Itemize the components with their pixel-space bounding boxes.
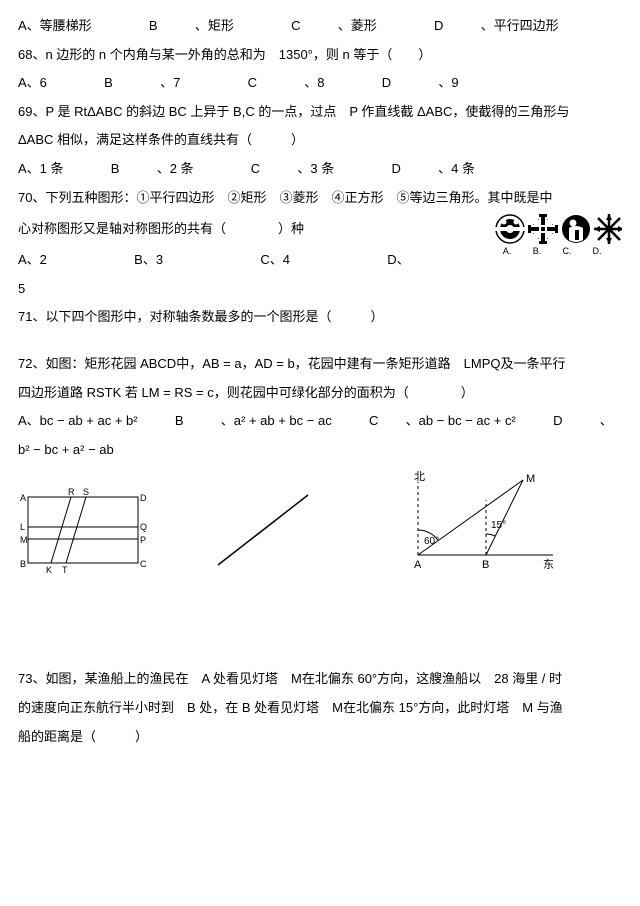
- lbl-B: B: [482, 559, 489, 571]
- q68-options: A、6 B 、7 C 、8 D 、9: [18, 69, 622, 98]
- icon-label-A: A.: [492, 242, 522, 262]
- q72-optC2: 、ab − bc − ac + c²: [406, 407, 516, 436]
- gap: [18, 332, 622, 350]
- q72-fig3: 北 东 A B M 60° 15°: [378, 470, 558, 575]
- q72-optC: C: [369, 407, 378, 436]
- q70-optA: A、2: [18, 246, 47, 275]
- q67-optC: C: [291, 12, 300, 41]
- q67-optD2: 、平行四边形: [481, 12, 559, 41]
- q70-row2: 心对称图形又是轴对称图形的共有（ ）种: [18, 212, 622, 246]
- q72-optA: A、bc − ab + ac + b²: [18, 407, 138, 436]
- q72-fig2: [208, 485, 318, 575]
- q72-optB: B: [175, 407, 184, 436]
- q68-optD: D: [382, 69, 391, 98]
- q70-optE: 5: [18, 275, 622, 304]
- q69-line1: 69、P 是 RtΔABC 的斜边 BC 上异于 B,C 的一点，过点 P 作直…: [18, 98, 622, 127]
- q69-optC: C: [251, 155, 260, 184]
- lbl-east: 东: [543, 558, 554, 571]
- q71-text: 71、以下四个图形中，对称轴条数最多的一个图形是（ ）: [18, 303, 622, 332]
- lblD: D: [140, 493, 147, 503]
- q69-options: A、1 条 B 、2 条 C 、3 条 D 、4 条: [18, 155, 622, 184]
- q69-line2: ΔABC 相似，满足这样条件的直线共有（ ）: [18, 126, 622, 155]
- q67-optA: A、等腰梯形: [18, 12, 92, 41]
- q67-optB: B: [149, 12, 158, 41]
- lbl-15: 15°: [491, 520, 506, 531]
- lblS: S: [83, 487, 89, 497]
- q70-icon-labels: A. B. C. D.: [492, 242, 622, 262]
- q72-optD: D: [553, 407, 562, 436]
- q70-options: A、2 B、3 C、4 D、 A. B. C. D.: [18, 246, 622, 275]
- q70-line2: 心对称图形又是轴对称图形的共有（ ）种: [18, 215, 492, 244]
- q68-optB: B: [104, 69, 113, 98]
- q73-line3: 船的距离是（ ）: [18, 723, 622, 752]
- q69-optB2: 、2 条: [157, 155, 194, 184]
- q72-fig1: A D B C L M Q P R S K T: [18, 485, 148, 575]
- q72-optD3: b² − bc + a² − ab: [18, 436, 622, 465]
- q68-optC: C: [248, 69, 257, 98]
- q68-text: 68、n 边形的 n 个内角与某一外角的总和为 1350°，则 n 等于（ ）: [18, 41, 622, 70]
- lbl-60: 60°: [424, 536, 439, 547]
- icon-label-B: B.: [522, 242, 552, 262]
- lblC: C: [140, 559, 147, 569]
- q70-optB: B、3: [134, 246, 163, 275]
- lblA: A: [20, 493, 26, 503]
- gap: [18, 575, 622, 665]
- q69-optD: D: [392, 155, 401, 184]
- lbl-M: M: [526, 473, 535, 485]
- lbl-north: 北: [414, 470, 425, 483]
- lblB: B: [20, 559, 26, 569]
- q73-line2: 的速度向正东航行半小时到 B 处，在 B 处看见灯塔 M在北偏东 15°方向，此…: [18, 694, 622, 723]
- q67-optD: D: [434, 12, 443, 41]
- q67-optC2: 、菱形: [338, 12, 377, 41]
- lblL: L: [20, 522, 25, 532]
- q69-optB: B: [111, 155, 120, 184]
- lblM: M: [20, 535, 28, 545]
- lblQ: Q: [140, 522, 147, 532]
- q70-icons: [492, 212, 622, 246]
- lblR: R: [68, 487, 75, 497]
- q72-optD2: 、: [600, 407, 613, 436]
- q67-options: A、等腰梯形 B 、矩形 C 、菱形 D 、平行四边形: [18, 12, 622, 41]
- q68-optC2: 、8: [304, 69, 324, 98]
- q70-optD: D、: [387, 246, 409, 275]
- icon-label-C: C.: [552, 242, 582, 262]
- q72-line2: 四边形道路 RSTK 若 LM = RS = c，则花园中可绿化部分的面积为（ …: [18, 379, 622, 408]
- q72-figures: A D B C L M Q P R S K T 北 东 A B M 60°: [18, 470, 622, 575]
- q69-optC2: 、3 条: [297, 155, 334, 184]
- q70-optC: C、4: [260, 246, 290, 275]
- q72-line1: 72、如图：矩形花园 ABCD中，AB = a，AD = b，花园中建有一条矩形…: [18, 350, 622, 379]
- q72-optB2: 、a² + ab + bc − ac: [221, 407, 332, 436]
- lblK: K: [46, 565, 52, 575]
- icon-label-D: D.: [582, 242, 612, 262]
- lblT: T: [62, 565, 68, 575]
- lbl-A: A: [414, 559, 422, 571]
- q68-optD2: 、9: [438, 69, 458, 98]
- q67-optB2: 、矩形: [195, 12, 234, 41]
- q72-options: A、bc − ab + ac + b² B 、a² + ab + bc − ac…: [18, 407, 622, 436]
- lblP: P: [140, 535, 146, 545]
- q70-line1: 70、下列五种图形：①平行四边形 ②矩形 ③菱形 ④正方形 ⑤等边三角形。其中既…: [18, 184, 622, 213]
- q69-optD2: 、4 条: [438, 155, 475, 184]
- q73-line1: 73、如图，某渔船上的渔民在 A 处看见灯塔 M在北偏东 60°方向，这艘渔船以…: [18, 665, 622, 694]
- q68-optA: A、6: [18, 69, 47, 98]
- q69-optA: A、1 条: [18, 155, 64, 184]
- q68-optB2: 、7: [160, 69, 180, 98]
